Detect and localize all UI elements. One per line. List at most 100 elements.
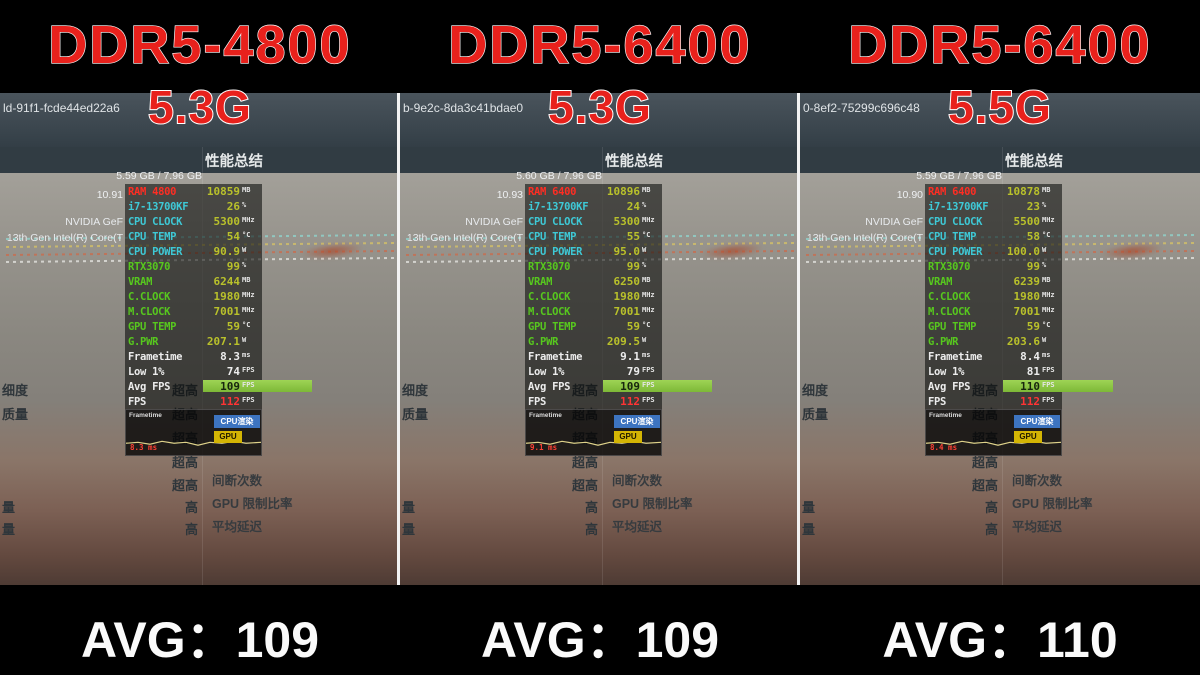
osd-metric-unit: °C (1042, 230, 1051, 239)
osd-metric-unit: MHz (1042, 305, 1055, 314)
benchmark-panel: DDR5-6400 5.3G b-9e2c-8da3c41bdae0 性能总结 … (400, 0, 800, 675)
osd-metric-unit: MB (1042, 185, 1051, 194)
osd-metric-unit: ms (242, 350, 251, 359)
osd-metric-label: CPU POWER (928, 245, 983, 258)
osd-row: i7-13700KF 26% (125, 199, 262, 214)
freq-badge: 5.5G (947, 80, 1052, 134)
osd-metric-label: C.CLOCK (928, 290, 971, 303)
settings-row: 超高 (0, 452, 200, 470)
panel-title: DDR5-6400 (848, 14, 1152, 75)
osd-metric-label: VRAM (128, 275, 153, 288)
summary-item: 间断次数 (612, 474, 663, 488)
summary-header-band (800, 147, 1200, 173)
osd-row: RTX3070 99% (925, 259, 1062, 274)
frametime-graph: Frametime 9.1 ms CPU渲染 GPU (525, 409, 662, 456)
osd-metric-label: G.PWR (928, 335, 959, 348)
osd-metric-unit: FPS (1042, 395, 1055, 404)
osd-overlay: RAM 4800 10859 MB i7-13700KF 26% CPU CLOCK 530… (125, 184, 312, 456)
osd-metric-value: 109 (620, 380, 640, 393)
settings-value: 超高 (971, 455, 998, 470)
gpu-name-text: NVIDIA GeF (465, 216, 523, 228)
osd-metric-label: CPU POWER (128, 245, 183, 258)
settings-value: 超高 (571, 478, 598, 493)
osd-metric-value: 58 (1026, 230, 1040, 243)
osd-metric-label: i7-13700KF (528, 200, 589, 213)
osd-metric-unit: MHz (642, 305, 655, 314)
osd-metric-value: 5300 (613, 215, 641, 228)
settings-row: 量高 (0, 519, 200, 537)
osd-metric-value: 6250 (613, 275, 641, 288)
cpu-render-badge: CPU渲染 (614, 415, 660, 428)
osd-metric-value: 5500 (1013, 215, 1041, 228)
frametime-graph-label: Frametime (129, 412, 162, 419)
cpu-name-text: 13th Gen Intel(R) Core(T (406, 232, 523, 244)
summary-item: 间断次数 (1012, 474, 1063, 488)
osd-metric-label: C.CLOCK (128, 290, 171, 303)
osd-metric-unit: W (642, 335, 647, 344)
settings-value: 超高 (971, 478, 998, 493)
settings-value: 超高 (571, 455, 598, 470)
osd-metric-unit: W (1042, 335, 1047, 344)
settings-label: 质量 (402, 407, 429, 422)
osd-metric-value: 100.0 (1006, 245, 1040, 258)
osd-row: C.CLOCK 1980 MHz (125, 289, 262, 304)
frametime-graph-label: Frametime (929, 412, 962, 419)
gpu-badge: GPU (614, 431, 642, 443)
osd-metric-label: Low 1% (528, 365, 565, 378)
settings-row: 量高 (400, 497, 600, 515)
osd-metric-value: 26 (226, 200, 240, 213)
panel-separator (797, 93, 800, 585)
osd-metric-unit: °C (242, 230, 251, 239)
settings-label: 量 (2, 522, 16, 537)
osd-row: Avg FPS 109 FPS (525, 379, 712, 394)
settings-label: 量 (402, 522, 416, 537)
game-sky-band (0, 93, 400, 147)
osd-row: i7-13700KF 24% (525, 199, 662, 214)
osd-metric-unit: ms (1042, 350, 1051, 359)
osd-metric-value: 90.9 (213, 245, 241, 258)
osd-metric-unit: % (642, 260, 647, 269)
osd-row: C.CLOCK 1980 MHz (525, 289, 662, 304)
osd-metric-label: i7-13700KF (928, 200, 989, 213)
osd-metric-value: 99 (1026, 260, 1040, 273)
osd-metric-label: M.CLOCK (928, 305, 971, 318)
osd-metric-value: 8.4 (1020, 350, 1040, 363)
frametime-graph: Frametime 8.4 ms CPU渲染 GPU (925, 409, 1062, 456)
osd-metric-label: M.CLOCK (528, 305, 571, 318)
osd-metric-label: VRAM (528, 275, 553, 288)
osd-metric-value: 55 (626, 230, 640, 243)
osd-metric-label: Low 1% (928, 365, 965, 378)
osd-background (925, 184, 1062, 409)
osd-metric-unit: FPS (642, 395, 655, 404)
osd-metric-unit: °C (1042, 320, 1051, 329)
avg-fps-bar (603, 380, 712, 392)
osd-metric-unit: MB (642, 185, 651, 194)
osd-metric-unit: MHz (642, 215, 655, 224)
osd-metric-value: 1980 (213, 290, 241, 303)
osd-row: CPU TEMP 54 °C (125, 229, 262, 244)
osd-metric-unit: ms (642, 350, 651, 359)
osd-metric-value: 109 (220, 380, 240, 393)
settings-row: 超高 (400, 452, 600, 470)
osd-metric-unit: W (242, 245, 247, 254)
osd-row: GPU TEMP 59 °C (125, 319, 262, 334)
osd-rows: RAM 4800 10859 MB i7-13700KF 26% CPU CLOCK 530… (125, 184, 312, 409)
osd-row: C.CLOCK 1980 MHz (925, 289, 1062, 304)
osd-metric-label: Avg FPS (928, 380, 971, 393)
osd-row: Frametime 8.3 ms (125, 349, 262, 364)
settings-row: 量高 (400, 519, 600, 537)
summary-header-band (0, 147, 400, 173)
settings-label: 量 (802, 522, 816, 537)
osd-metric-unit: FPS (242, 380, 255, 389)
summary-item: GPU 限制比率 (212, 497, 293, 511)
osd-metric-value: 110 (1020, 380, 1040, 393)
settings-label: 质量 (802, 407, 829, 422)
osd-rows: RAM 6400 10896 MB i7-13700KF 24% CPU CLOCK 530… (525, 184, 712, 409)
settings-row: 超高 (400, 475, 600, 493)
osd-metric-unit: W (1042, 245, 1047, 254)
summary-item: 平均延迟 (612, 520, 663, 534)
osd-row: RAM 4800 10859 MB (125, 184, 262, 199)
settings-label: 细度 (2, 383, 29, 398)
osd-metric-label: CPU CLOCK (928, 215, 983, 228)
settings-value: 高 (584, 522, 598, 537)
